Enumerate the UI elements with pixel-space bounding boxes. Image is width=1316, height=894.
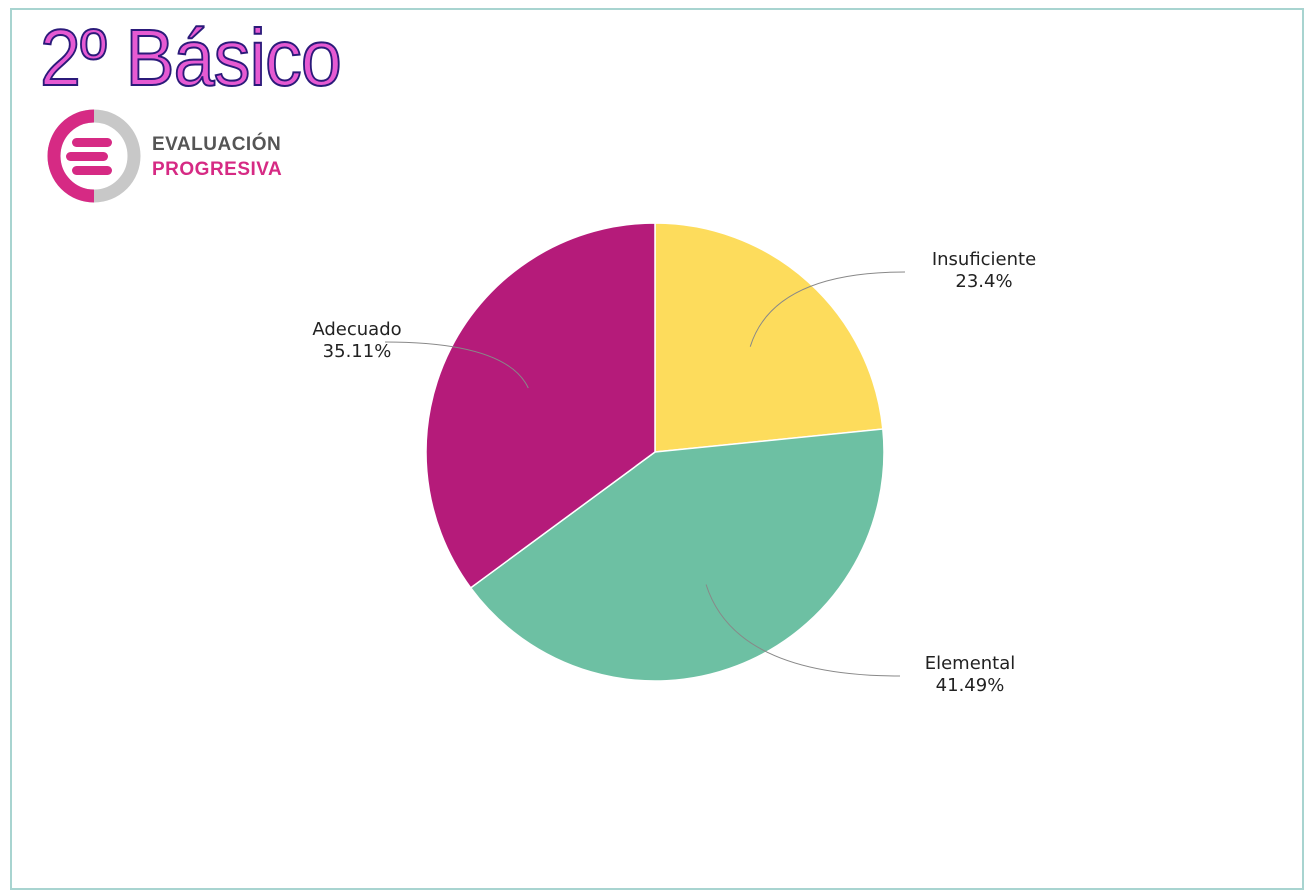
slice-value-adecuado: 35.11% [323,341,392,362]
leader-line-insuficiente [749,271,906,347]
pie-slice-adecuado [425,222,656,589]
slice-label-insuficiente: Insuficiente [932,249,1036,270]
slice-value-insuficiente: 23.4% [955,271,1012,292]
evaluacion-progresiva-logo: EVALUACIÓN PROGRESIVA [42,104,292,208]
logo-e-icon [47,109,141,203]
logo-text-evaluacion: EVALUACIÓN [152,134,282,155]
slice-label-adecuado: Adecuado [312,319,401,340]
leader-line-adecuado [384,341,529,389]
logo-text-progresiva: PROGRESIVA [152,159,283,180]
pie-slice-insuficiente [654,222,884,453]
pie-slice-elemental [469,428,885,682]
leader-line-elemental [705,584,901,677]
slice-label-elemental: Elemental [925,653,1016,674]
slice-value-elemental: 41.49% [936,675,1005,696]
page-title: 2º Básico [39,13,343,102]
